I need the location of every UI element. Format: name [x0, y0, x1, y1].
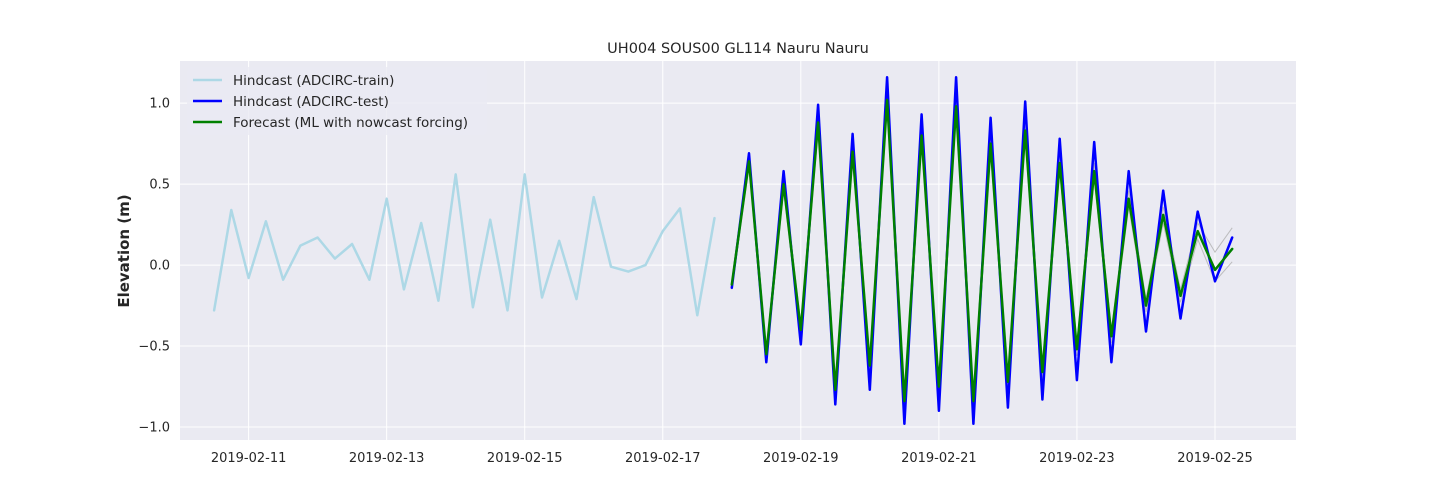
x-tick-label: 2019-02-15 [487, 451, 563, 466]
series-line-0 [212, 173, 716, 317]
y-tick-label: −1.0 [138, 421, 170, 436]
legend-label: Forecast (ML with nowcast forcing) [233, 115, 468, 131]
x-tick-label: 2019-02-19 [763, 451, 839, 466]
y-axis-label: Elevation (m) [115, 194, 133, 307]
series-layer [212, 75, 1234, 426]
x-tick-label: 2019-02-11 [211, 451, 287, 466]
series-line-2 [730, 98, 1234, 403]
x-tick-label: 2019-02-13 [349, 451, 425, 466]
y-tick-label: 0.0 [149, 259, 170, 274]
x-tick-label: 2019-02-21 [901, 451, 977, 466]
y-axis-ticks: −1.0 −0.5 0.0 0.5 1.0 [138, 97, 170, 436]
x-tick-label: 2019-02-25 [1177, 451, 1253, 466]
y-tick-label: −0.5 [138, 340, 170, 355]
x-tick-label: 2019-02-17 [625, 451, 701, 466]
y-tick-label: 1.0 [149, 97, 170, 112]
legend: Hindcast (ADCIRC-train) Hindcast (ADCIRC-… [187, 67, 487, 135]
legend-box [187, 67, 487, 135]
legend-label: Hindcast (ADCIRC-test) [233, 94, 389, 110]
legend-label: Hindcast (ADCIRC-train) [233, 73, 394, 89]
x-axis-ticks: 2019-02-11 2019-02-13 2019-02-15 2019-02-17… [211, 451, 1253, 466]
y-tick-label: 0.5 [149, 178, 170, 193]
x-tick-label: 2019-02-23 [1039, 451, 1115, 466]
chart-title: UH004 SOUS00 GL114 Nauru Nauru [607, 41, 869, 57]
